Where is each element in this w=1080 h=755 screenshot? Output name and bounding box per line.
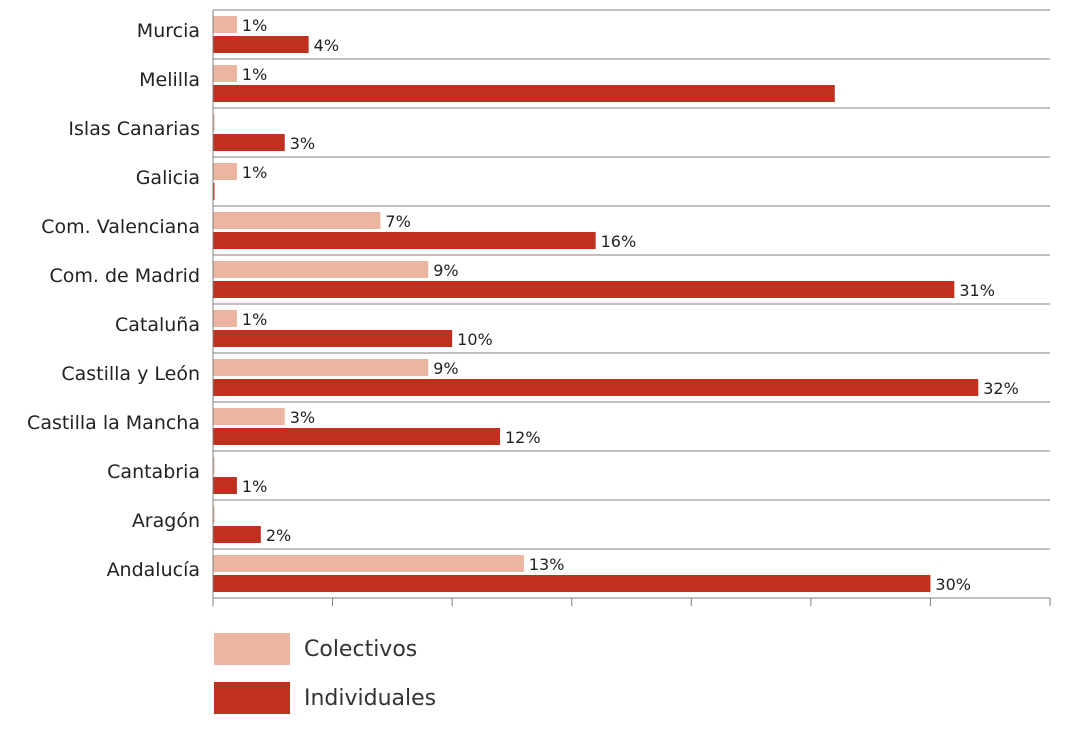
bar-individuales-islas-canarias xyxy=(213,134,285,151)
data-label-individuales-com-de-madrid: 31% xyxy=(959,281,995,300)
category-label-cataluna: Cataluña xyxy=(115,314,200,336)
bar-individuales-com-valenciana xyxy=(213,232,596,249)
bar-individuales-castilla-y-leon xyxy=(213,379,979,396)
category-label-andalucia: Andalucía xyxy=(107,559,200,581)
category-label-com-valenciana: Com. Valenciana xyxy=(41,216,200,238)
category-label-murcia: Murcia xyxy=(137,20,200,42)
bar-individuales-castilla-la-mancha xyxy=(213,428,500,445)
bar-colectivos-castilla-y-leon xyxy=(213,359,429,376)
bar-colectivos-com-de-madrid xyxy=(213,261,429,278)
bar-individuales-galicia xyxy=(213,183,215,200)
category-label-galicia: Galicia xyxy=(136,167,200,189)
category-labels: Murcia Melilla Islas Canarias Galicia Com. V… xyxy=(27,20,200,581)
bar-colectivos-castilla-la-mancha xyxy=(213,408,285,425)
data-label-colectivos-andalucia: 13% xyxy=(529,555,565,574)
bar-individuales-com-de-madrid xyxy=(213,281,955,298)
bar-colectivos-aragon xyxy=(213,506,215,523)
category-label-castilla-la-mancha: Castilla la Mancha xyxy=(27,412,200,434)
bar-individuales-aragon xyxy=(213,526,261,543)
data-label-colectivos-melilla: 1% xyxy=(242,65,267,84)
bars xyxy=(213,16,979,592)
data-label-individuales-castilla-la-mancha: 12% xyxy=(505,428,541,447)
bar-colectivos-com-valenciana xyxy=(213,212,381,229)
category-label-melilla: Melilla xyxy=(139,69,200,91)
x-axis: 05101520253035 xyxy=(212,10,1051,606)
bar-colectivos-melilla xyxy=(213,65,237,82)
legend: Colectivos Individuales xyxy=(214,628,436,726)
data-label-individuales-islas-canarias: 3% xyxy=(290,134,315,153)
grid-lines xyxy=(213,9,1050,599)
legend-item-individuales: Individuales xyxy=(214,677,436,719)
legend-swatch-individuales xyxy=(214,682,290,714)
category-label-cantabria: Cantabria xyxy=(107,461,200,483)
data-label-colectivos-murcia: 1% xyxy=(242,16,267,35)
bar-individuales-cataluna xyxy=(213,330,453,347)
bar-colectivos-cantabria xyxy=(213,457,215,474)
data-label-individuales-com-valenciana: 16% xyxy=(601,232,637,251)
data-label-colectivos-com-de-madrid: 9% xyxy=(433,261,458,280)
data-label-colectivos-castilla-y-leon: 9% xyxy=(433,359,458,378)
category-label-castilla-y-leon: Castilla y León xyxy=(61,363,200,385)
data-label-colectivos-galicia: 1% xyxy=(242,163,267,182)
data-label-individuales-andalucia: 30% xyxy=(935,575,971,594)
data-label-colectivos-cataluna: 1% xyxy=(242,310,267,329)
bar-colectivos-cataluna xyxy=(213,310,237,327)
bar-colectivos-andalucia xyxy=(213,555,524,572)
data-label-individuales-castilla-y-leon: 32% xyxy=(983,379,1019,398)
bar-colectivos-galicia xyxy=(213,163,237,180)
bar-individuales-cantabria xyxy=(213,477,237,494)
data-label-individuales-aragon: 2% xyxy=(266,526,291,545)
legend-label-colectivos: Colectivos xyxy=(304,636,418,662)
category-label-islas-canarias: Islas Canarias xyxy=(68,118,200,140)
data-label-individuales-cantabria: 1% xyxy=(242,477,267,496)
category-label-com-de-madrid: Com. de Madrid xyxy=(49,265,200,287)
bar-individuales-andalucia xyxy=(213,575,931,592)
category-label-aragon: Aragón xyxy=(132,510,200,532)
data-label-colectivos-castilla-la-mancha: 3% xyxy=(290,408,315,427)
legend-swatch-colectivos xyxy=(214,633,290,665)
bar-colectivos-murcia xyxy=(213,16,237,33)
bar-chart: 1% 4% 1% 3% 1% 7% 16% 9% 31% 1% 10% 9% 32% 3% 12% 1% 2% 1… xyxy=(27,9,1051,606)
data-label-individuales-murcia: 4% xyxy=(314,36,339,55)
legend-label-individuales: Individuales xyxy=(304,685,437,711)
bar-individuales-murcia xyxy=(213,36,309,53)
bar-colectivos-islas-canarias xyxy=(213,114,215,131)
bar-individuales-melilla xyxy=(213,85,835,102)
data-label-individuales-cataluna: 10% xyxy=(457,330,493,349)
legend-item-colectivos: Colectivos xyxy=(214,628,436,670)
data-labels: 1% 4% 1% 3% 1% 7% 16% 9% 31% 1% 10% 9% 32% 3% 12% 1% 2% 1… xyxy=(242,16,1019,594)
data-label-colectivos-com-valenciana: 7% xyxy=(385,212,410,231)
